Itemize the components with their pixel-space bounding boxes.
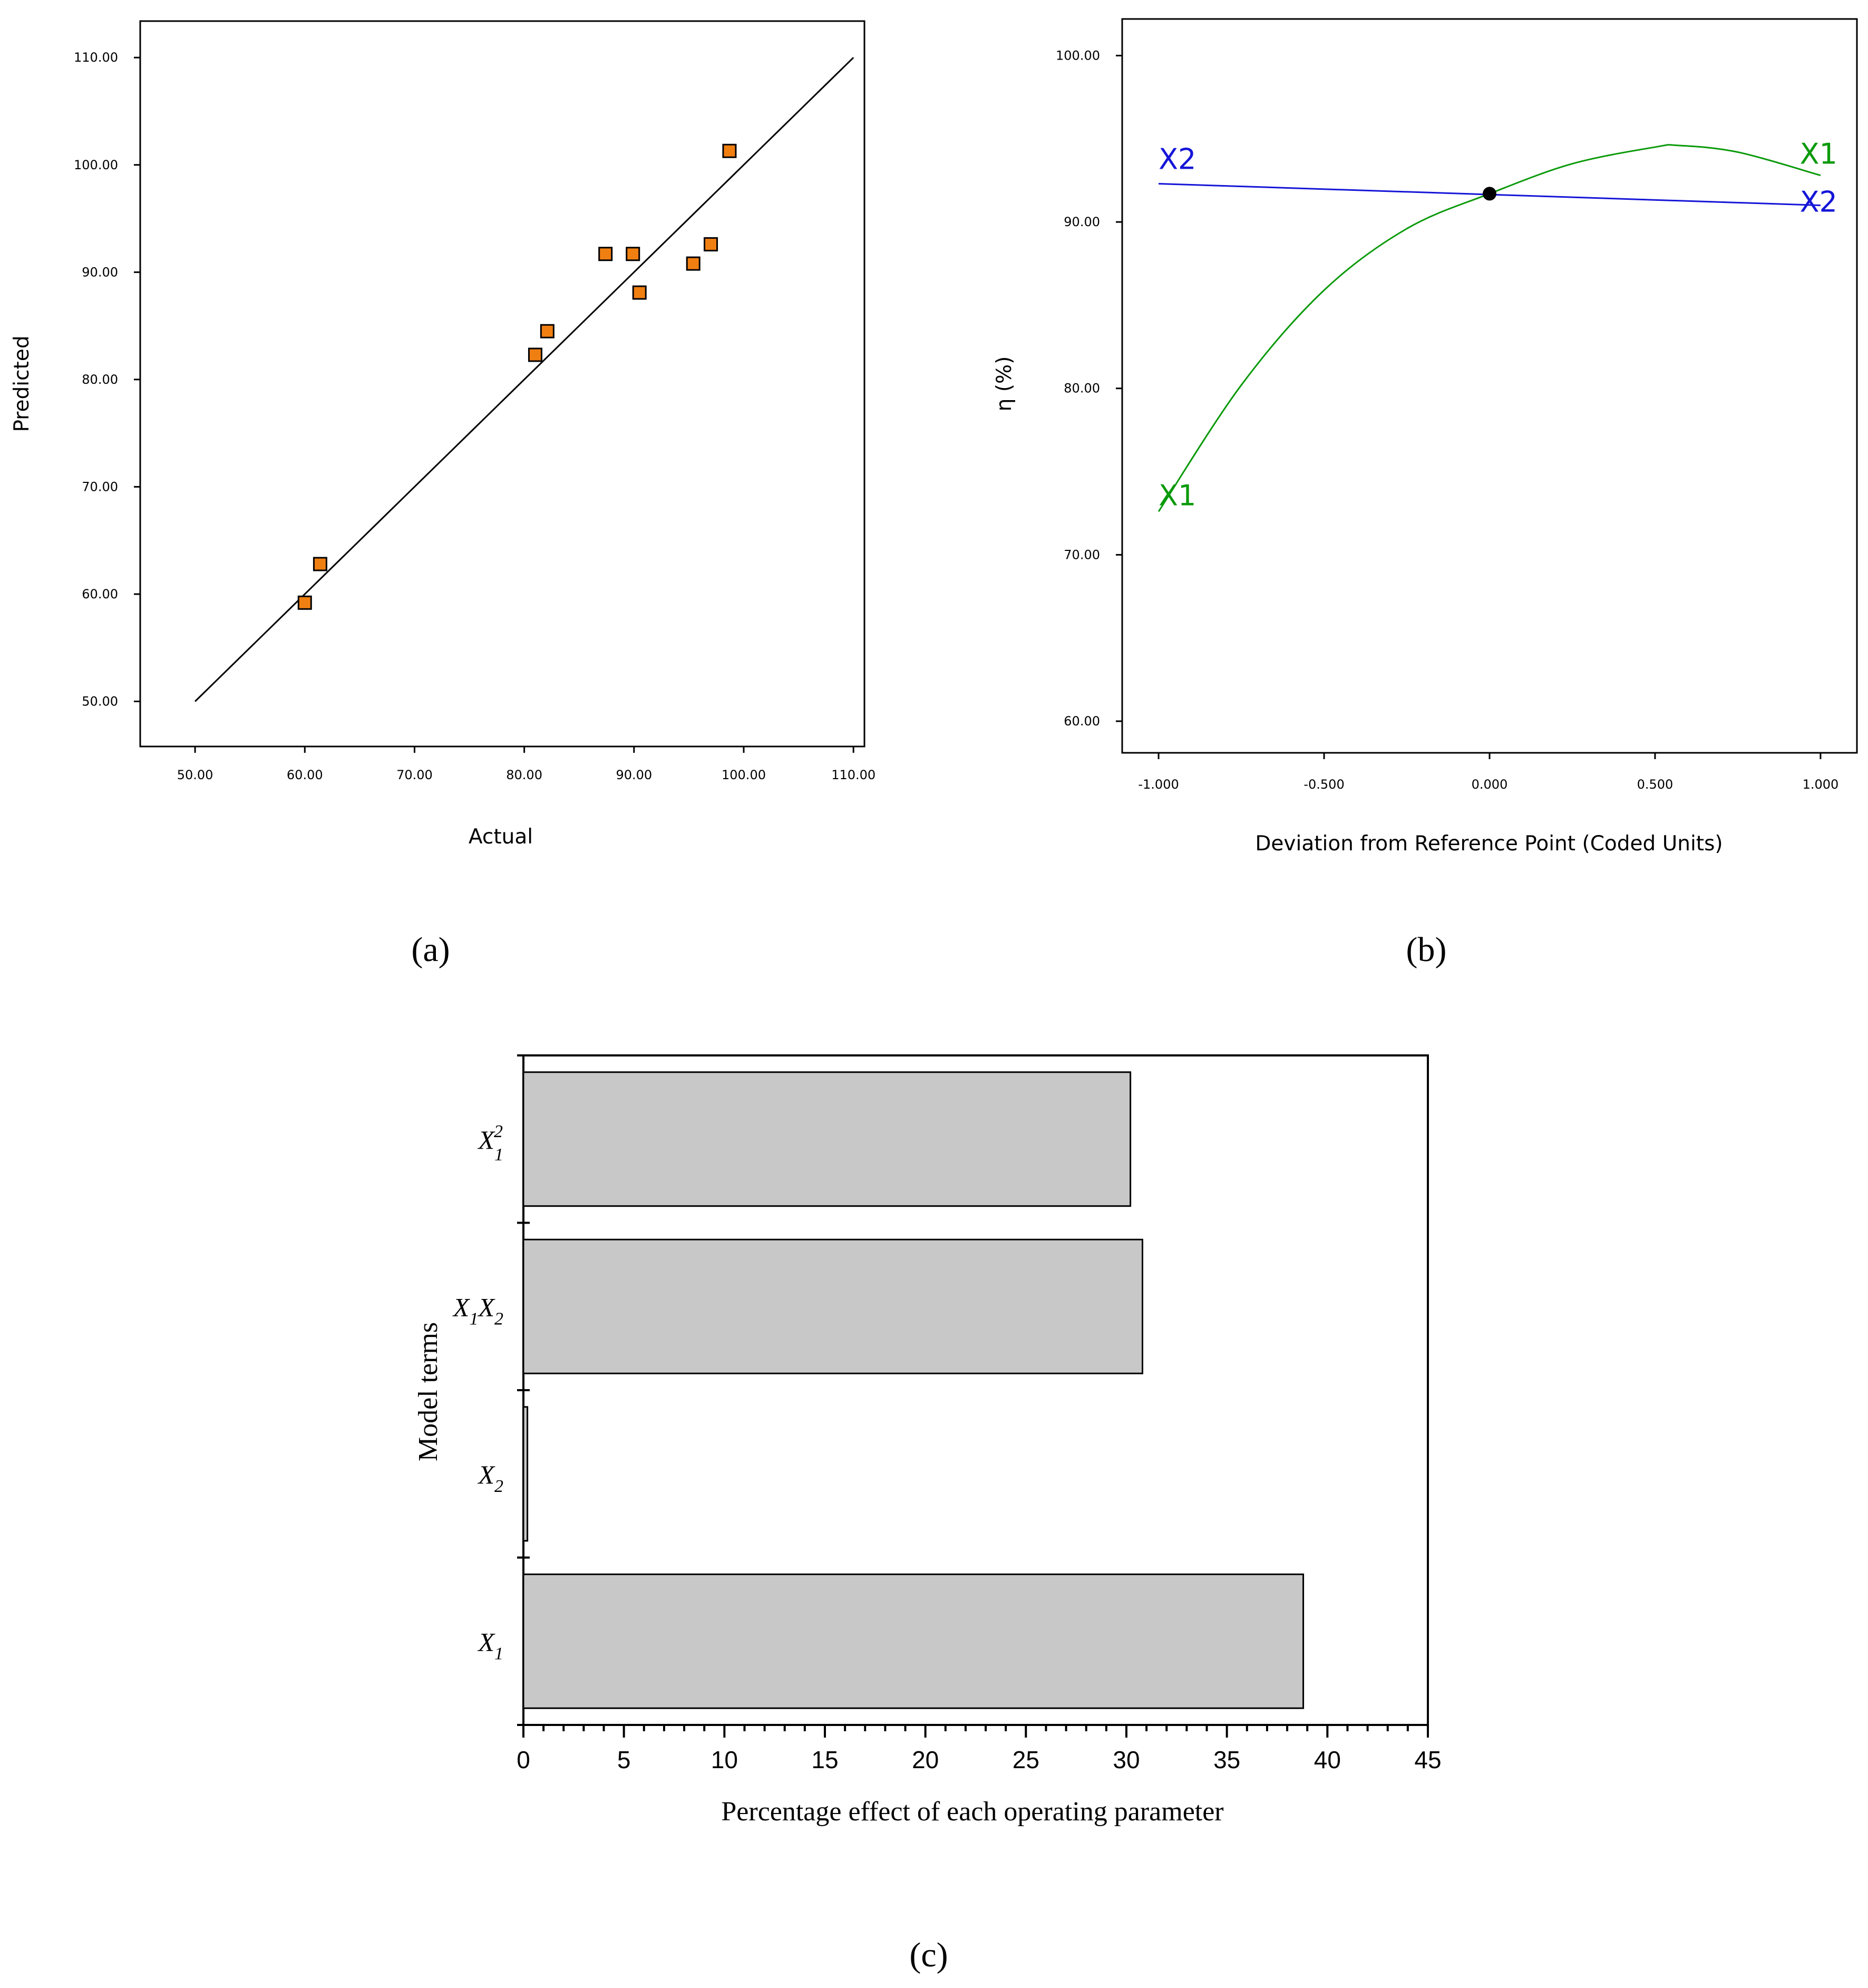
panel-b-series-x2-start-label: X2 [1159, 142, 1196, 176]
panel-a-predicted-vs-actual: 50.00 60.00 70.00 80.00 90.00 100.00 110.00 50… [10, 20, 875, 969]
panel-c-x-tick-label: 40 [1314, 1746, 1341, 1773]
panel-a-y-tick-label: 90.00 [82, 265, 118, 279]
panel-c-x-tick-label: 25 [1013, 1746, 1039, 1773]
panel-c-bar [522, 1406, 529, 1542]
panel-a-data-point [626, 247, 640, 261]
panel-c-x-axis-title: Percentage effect of each operating para… [721, 1797, 1223, 1827]
panel-c-label: (c) [909, 1936, 948, 1974]
panel-c-bar [522, 1573, 1305, 1709]
panel-a-x-tick-label: 110.00 [831, 768, 875, 782]
panel-b-x-tick-label: 1.000 [1803, 777, 1839, 792]
panel-b-y-tick-label: 90.00 [1064, 215, 1100, 229]
panel-b-y-tick-label: 100.00 [1056, 48, 1100, 63]
panel-c-x-tick-label: 10 [711, 1746, 738, 1773]
panel-b-reference-point [1483, 187, 1496, 201]
panel-a-x-tick-label: 50.00 [177, 768, 213, 782]
panel-b-series-x2-end-label: X2 [1800, 186, 1837, 219]
panel-c-x-tick-label: 0 [517, 1746, 530, 1773]
panel-c-x-tick-label: 45 [1414, 1746, 1441, 1773]
panel-c-x-tick-label: 20 [912, 1746, 939, 1773]
panel-a-x-axis-title: Actual [469, 825, 533, 849]
panel-a-y-tick-label: 100.00 [74, 158, 118, 172]
panel-b-y-tick-label: 70.00 [1064, 547, 1100, 562]
panel-b-plot-frame [1121, 18, 1858, 754]
panel-a-data-point [632, 285, 647, 300]
panel-a-data-point [297, 595, 312, 610]
panel-a-x-tick-label: 70.00 [396, 768, 433, 782]
panel-a-x-tick-label: 100.00 [722, 768, 766, 782]
panel-b-series-x1-start-label: X1 [1159, 479, 1196, 512]
panel-a-y-tick-label: 110.00 [74, 50, 118, 65]
panel-b-label: (b) [1406, 930, 1447, 969]
panel-c-x-tick-label: 15 [811, 1746, 838, 1773]
panel-c-bar [522, 1071, 1132, 1207]
panel-b-x-tick-label: -1.000 [1138, 777, 1179, 792]
panel-a-data-point [704, 237, 718, 251]
panel-a-data-point [528, 347, 542, 362]
panel-a-y-axis-title: Predicted [10, 335, 34, 432]
panel-b-y-tick-label: 80.00 [1064, 381, 1100, 396]
panel-b-x-tick-label: -0.500 [1303, 777, 1344, 792]
panel-b-x-tick-label: 0.000 [1472, 777, 1508, 792]
panel-c-percentage-effect: 0 5 10 15 20 25 30 35 40 45 X12 X1X2 X2 X1 Percentag… [413, 1054, 1442, 1974]
panel-a-reference-line [194, 57, 854, 702]
panel-a-x-tick-label: 80.00 [506, 768, 542, 782]
panel-b-series-x1-end-label: X1 [1800, 138, 1837, 171]
panel-c-x-tick-label: 5 [617, 1746, 631, 1773]
panel-b-y-axis-title: η (%) [993, 356, 1016, 412]
panel-a-x-tick-label: 60.00 [287, 768, 323, 782]
panel-c-x-tick-label: 35 [1213, 1746, 1240, 1773]
panel-a-data-point [313, 557, 327, 571]
panel-c-bar [522, 1238, 1144, 1374]
panel-a-x-tick-label: 90.00 [616, 768, 652, 782]
panel-c-y-axis-title: Model terms [413, 1322, 443, 1461]
panel-b-perturbation-plot: -1.000 -0.500 0.000 0.500 1.000 60.00 70.00 80… [993, 18, 1858, 969]
panel-b-x-tick-label: 0.500 [1637, 777, 1674, 792]
panel-c-category-label: X1 [477, 1627, 503, 1663]
panel-a-y-tick-label: 60.00 [82, 587, 118, 602]
panel-a-y-tick-label: 70.00 [82, 479, 118, 494]
panel-a-label: (a) [411, 930, 450, 969]
panel-a-y-tick-label: 50.00 [82, 694, 118, 709]
panel-c-category-label: X12 [477, 1122, 503, 1165]
panel-b-y-tick-label: 60.00 [1064, 714, 1100, 729]
panel-a-data-point [598, 247, 613, 261]
panel-c-category-label: X2 [477, 1460, 503, 1496]
panel-a-data-point [686, 256, 700, 271]
panel-c-category-label: X1X2 [452, 1292, 503, 1328]
panel-a-data-point [540, 324, 554, 338]
panel-b-x-axis-title: Deviation from Reference Point (Coded Un… [1255, 832, 1723, 856]
panel-c-x-tick-label: 30 [1113, 1746, 1140, 1773]
panel-a-data-point [722, 143, 737, 158]
panel-a-plot-frame [139, 20, 865, 748]
panel-a-y-tick-label: 80.00 [82, 372, 118, 387]
